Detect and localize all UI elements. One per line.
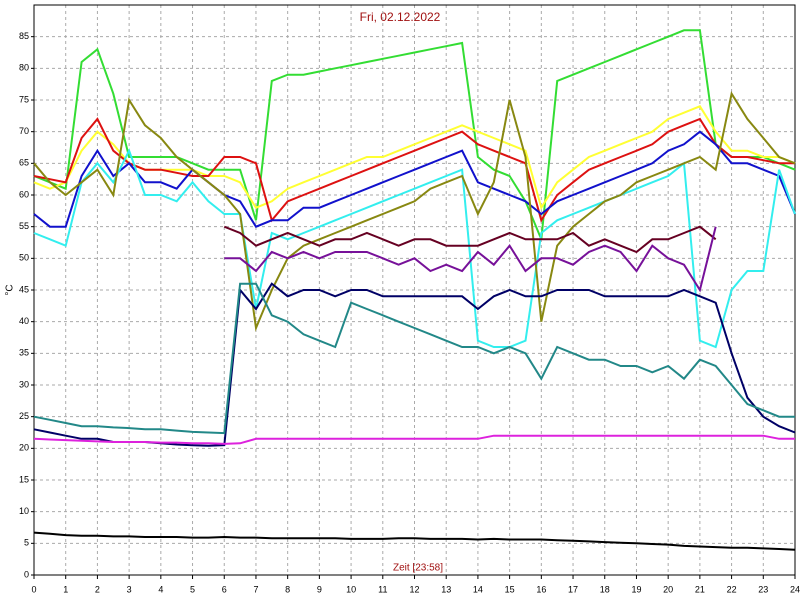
plot-frame: [33, 4, 796, 576]
y-tick-label: 40: [19, 316, 29, 326]
series-line: [224, 226, 717, 293]
x-tick-label: 12: [409, 584, 419, 594]
x-tick-label: 6: [222, 584, 227, 594]
x-tick-label: 24: [790, 584, 800, 594]
x-tick-label: 23: [758, 584, 768, 594]
x-tick-label: 18: [600, 584, 610, 594]
series-line: [33, 29, 796, 240]
series-line: [33, 148, 796, 349]
x-tick-label: 21: [695, 584, 705, 594]
y-tick-label: 30: [19, 379, 29, 389]
series-line: [33, 117, 795, 223]
x-tick-label: 16: [536, 584, 546, 594]
x-tick-label: 8: [285, 584, 290, 594]
series-line: [33, 130, 796, 228]
y-tick-label: 85: [19, 31, 29, 41]
y-tick-label: 15: [19, 474, 29, 484]
y-tick-label: 70: [19, 126, 29, 136]
x-tick-label: 7: [253, 584, 258, 594]
y-tick-label: 5: [24, 538, 29, 548]
y-tick-label: 50: [19, 253, 29, 263]
x-tick-label: 2: [95, 584, 100, 594]
x-tick-label: 19: [631, 584, 641, 594]
x-tick-label: 1: [63, 584, 68, 594]
series-line: [33, 531, 796, 551]
series-line: [33, 434, 795, 445]
series-line: [33, 91, 796, 332]
x-tick-label: 13: [441, 584, 451, 594]
series-line: [33, 282, 795, 435]
y-tick-label: 0: [24, 569, 29, 579]
x-tick-label: 0: [31, 584, 36, 594]
y-tick-label: 65: [19, 158, 29, 168]
y-tick-label: 75: [19, 94, 29, 104]
x-tick-label: 5: [190, 584, 195, 594]
y-tick-label: 60: [19, 189, 29, 199]
x-tick-label: 10: [346, 584, 356, 594]
x-tick-label: 9: [317, 584, 322, 594]
y-tick-label: 80: [19, 63, 29, 73]
y-tick-label: 45: [19, 284, 29, 294]
chart-title: Fri, 02.12.2022: [360, 10, 441, 24]
y-tick-label: 25: [19, 411, 29, 421]
y-tick-label: 35: [19, 348, 29, 358]
x-tick-label: 4: [158, 584, 163, 594]
y-tick-label: 10: [19, 506, 29, 516]
x-tick-label: 14: [473, 584, 483, 594]
y-tick-label: 20: [19, 443, 29, 453]
x-axis-label: Zeit [23:58]: [393, 563, 443, 574]
x-tick-label: 15: [505, 584, 515, 594]
x-tick-label: 11: [378, 584, 387, 594]
series-line: [223, 225, 717, 254]
x-tick-label: 20: [663, 584, 673, 594]
x-tick-label: 22: [727, 584, 737, 594]
x-tick-label: 3: [127, 584, 132, 594]
x-tick-label: 17: [568, 584, 578, 594]
y-axis-label: °C: [5, 284, 16, 295]
y-tick-label: 55: [19, 221, 29, 231]
